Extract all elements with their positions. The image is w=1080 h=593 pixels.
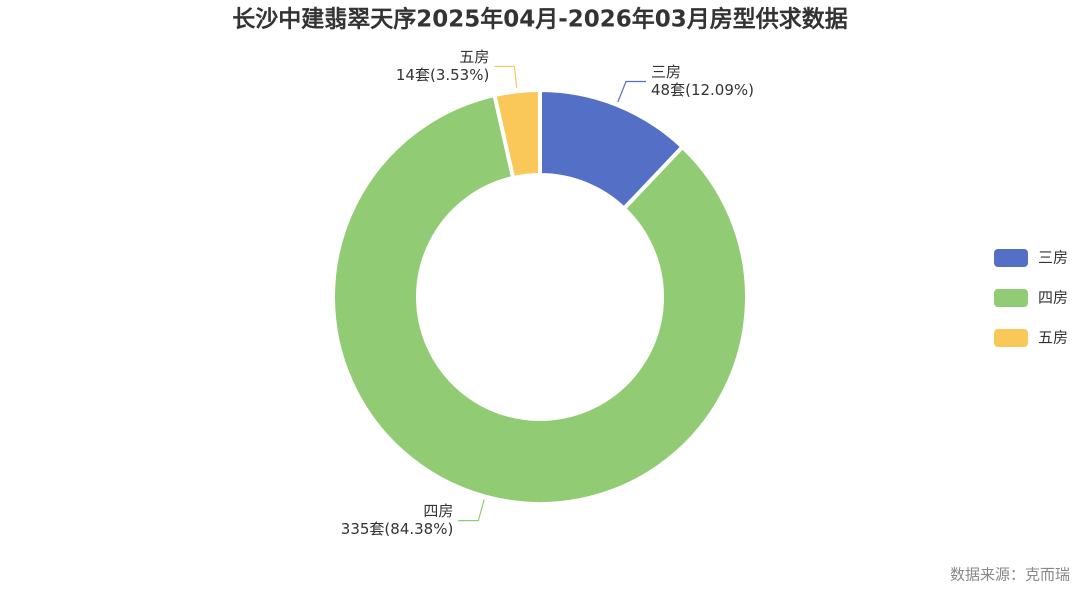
slice-label: 四房 (423, 502, 453, 520)
chart-title: 长沙中建翡翠天序2025年04月-2026年03月房型供求数据 (232, 6, 848, 33)
label-line (494, 65, 518, 89)
legend-label: 三房 (1038, 249, 1068, 267)
pie-slice (492, 88, 542, 180)
label-line (458, 499, 485, 522)
slice-label: 五房 (459, 48, 489, 66)
source: 数据来源：克而瑞 (950, 566, 1070, 584)
legend-label: 四房 (1038, 289, 1068, 307)
slice-value-label: 14套(3.53%) (396, 66, 489, 84)
pie-slice (331, 93, 749, 506)
legend-label: 五房 (1038, 329, 1068, 347)
slice-value-label: 335套(84.38%) (341, 520, 454, 538)
slice-label: 三房 (651, 63, 681, 81)
label-line (617, 80, 647, 103)
legend-swatch (994, 329, 1028, 347)
legend-swatch (994, 289, 1028, 307)
legend-swatch (994, 249, 1028, 267)
slice-value-label: 48套(12.09%) (651, 81, 754, 99)
